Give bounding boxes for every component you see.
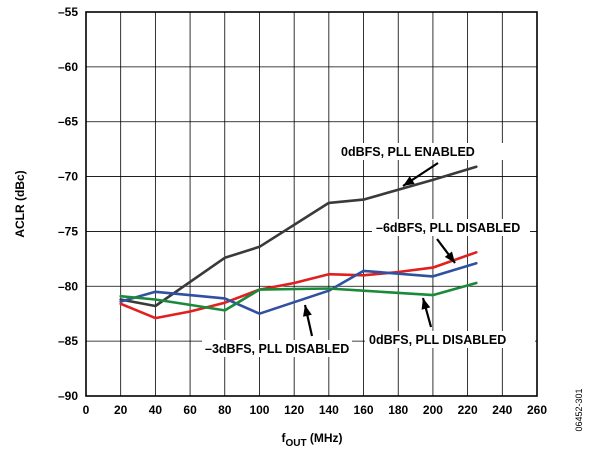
x-axis-title-main: f — [281, 431, 286, 445]
x-axis-title-unit: (MHz) — [307, 431, 343, 445]
annotation-arrows — [303, 162, 456, 337]
annotation-0dbfs-pll-disabled: 0dBFS, PLL DISABLED — [365, 331, 535, 348]
y-tick-label: –55 — [58, 5, 78, 19]
arrow-0dbfs-pll-disabled-head — [421, 298, 431, 310]
x-tick-labels: 0 20 40 60 80 100 120 140 160 180 200 220 240 260 — [83, 403, 548, 417]
x-axis-title-sub: OUT — [285, 438, 306, 449]
y-tick-label: –65 — [58, 115, 78, 129]
series-group — [119, 165, 478, 320]
annotation-m3dbfs-pll-disabled: –3dBFS, PLL DISABLED — [202, 340, 352, 357]
y-tick-label: –80 — [58, 279, 78, 293]
x-tick-label: 160 — [354, 403, 374, 417]
x-tick-label: 80 — [218, 403, 232, 417]
x-tick-label: 100 — [249, 403, 269, 417]
x-tick-label: 240 — [492, 403, 512, 417]
x-axis-title: fOUT (MHz) — [281, 431, 342, 449]
figure-id: 06452-301 — [574, 388, 584, 431]
x-tick-label: 40 — [149, 403, 163, 417]
x-tick-label: 200 — [423, 403, 443, 417]
y-tick-label: –90 — [58, 389, 78, 403]
arrow-0dbfs-pll-enabled-head — [403, 176, 415, 186]
x-tick-label: 60 — [183, 403, 197, 417]
arrow-m6dbfs-pll-disabled-head — [444, 251, 455, 263]
annotation-label: –6dBFS, PLL DISABLED — [376, 221, 520, 235]
annotation-m6dbfs-pll-disabled: –6dBFS, PLL DISABLED — [372, 219, 530, 236]
annotation-0dbfs-pll-enabled: 0dBFS, PLL ENABLED — [338, 143, 522, 160]
x-tick-label: 260 — [527, 403, 547, 417]
y-tick-label: –85 — [58, 334, 78, 348]
y-tick-label: –75 — [58, 224, 78, 238]
y-tick-labels: –90 –85 –80 –75 –70 –65 –60 –55 — [58, 5, 78, 403]
x-tick-label: 120 — [284, 403, 304, 417]
y-axis-title: ACLR (dBc) — [13, 170, 27, 237]
plot-frame — [85, 11, 538, 397]
arrow-m3dbfs-pll-disabled-head — [303, 305, 312, 317]
annotation-label: –3dBFS, PLL DISABLED — [205, 342, 349, 356]
x-tick-label: 20 — [114, 403, 128, 417]
annotation-label: 0dBFS, PLL ENABLED — [341, 145, 475, 159]
annotation-label: 0dBFS, PLL DISABLED — [369, 333, 506, 347]
x-tick-label: 140 — [319, 403, 339, 417]
x-tick-label: 0 — [83, 403, 90, 417]
x-tick-label: 220 — [458, 403, 478, 417]
y-tick-label: –70 — [58, 170, 78, 184]
series-line-0dbfs-pll-disabled — [119, 281, 478, 312]
series-line-0dbfs-pll-enabled — [119, 165, 478, 308]
series-line-m6dbfs-pll-disabled — [119, 251, 478, 320]
series-line-m3dbfs-pll-disabled — [119, 261, 478, 316]
x-tick-label: 180 — [388, 403, 408, 417]
y-tick-label: –60 — [58, 60, 78, 74]
